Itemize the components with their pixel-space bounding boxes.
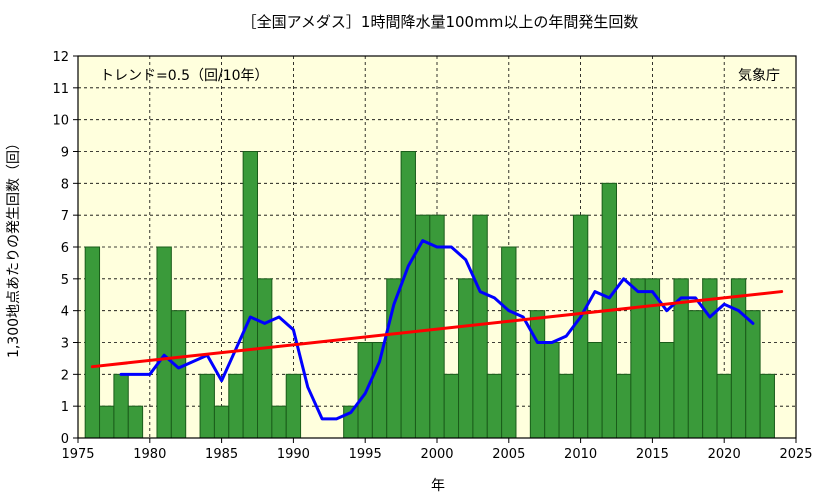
x-tick-label: 2020 — [708, 447, 741, 462]
y-tick-label: 9 — [61, 146, 69, 161]
x-tick-label: 2025 — [779, 447, 812, 462]
bar — [486, 373, 503, 439]
bar — [572, 214, 589, 439]
y-tick-label: 10 — [52, 114, 69, 129]
y-tick-label: 4 — [61, 305, 69, 320]
y-tick-label: 7 — [61, 209, 69, 224]
y-tick-label: 5 — [61, 273, 69, 288]
bar — [285, 373, 302, 439]
bar — [443, 373, 460, 439]
y-tick-label: 3 — [61, 337, 69, 352]
line-series — [90, 239, 784, 421]
bar — [630, 278, 646, 439]
bar — [84, 246, 101, 439]
bar — [702, 278, 718, 439]
x-tick-label: 1980 — [133, 447, 166, 462]
x-tick-label: 2005 — [492, 447, 525, 462]
bar — [429, 214, 445, 439]
trend-annotation: トレンド=0.5（回/10年） — [100, 68, 269, 84]
trend-line — [90, 290, 784, 369]
bar — [170, 310, 187, 439]
bar — [745, 310, 761, 439]
bar — [659, 342, 675, 439]
bar — [213, 405, 230, 439]
x-tick-label: 1995 — [349, 447, 382, 462]
chart-title: ［全国アメダス］1時間降水量100mm以上の年間発生回数 — [242, 13, 639, 31]
bar — [257, 278, 273, 439]
x-tick-label: 2000 — [420, 447, 453, 462]
bar — [501, 246, 517, 439]
y-tick-label: 0 — [61, 432, 69, 447]
bar — [271, 405, 287, 439]
bar — [113, 373, 129, 439]
x-axis: 1975 1980 1985 1990 1995 2000 2005 2010 2015 2020… — [61, 438, 813, 462]
y-tick-label: 11 — [52, 82, 69, 97]
y-tick-label: 2 — [61, 368, 69, 383]
bar — [472, 214, 488, 439]
bar — [127, 405, 144, 439]
x-tick-label: 2015 — [636, 447, 669, 462]
bar — [400, 151, 416, 439]
bar — [558, 373, 574, 439]
x-tick-label: 2010 — [564, 447, 597, 462]
bar — [156, 246, 172, 439]
bar — [759, 373, 775, 439]
bar — [199, 373, 215, 439]
x-tick-label: 1985 — [205, 447, 238, 462]
bar — [242, 151, 258, 439]
y-tick-label: 12 — [52, 50, 69, 65]
y-tick-label: 6 — [61, 241, 69, 256]
y-tick-label: 8 — [61, 177, 69, 192]
bar — [644, 278, 661, 439]
source-label: 気象庁 — [738, 68, 780, 84]
x-tick-label: 1975 — [61, 447, 94, 462]
bar-series — [84, 151, 775, 439]
bar — [616, 373, 632, 439]
bar — [687, 310, 704, 439]
bar — [228, 373, 244, 439]
moving-average-line — [119, 239, 755, 421]
bar — [716, 373, 732, 439]
bar — [529, 310, 546, 439]
bar — [730, 278, 747, 439]
y-tick-label: 1 — [61, 400, 69, 415]
bar — [99, 405, 115, 439]
y-axis-label: 1,300地点あたりの発生回数（回） — [6, 136, 22, 358]
x-axis-label: 年 — [431, 478, 445, 494]
bar — [587, 342, 603, 439]
bar — [458, 278, 474, 439]
bar — [544, 342, 560, 439]
x-tick-label: 1990 — [277, 447, 310, 462]
